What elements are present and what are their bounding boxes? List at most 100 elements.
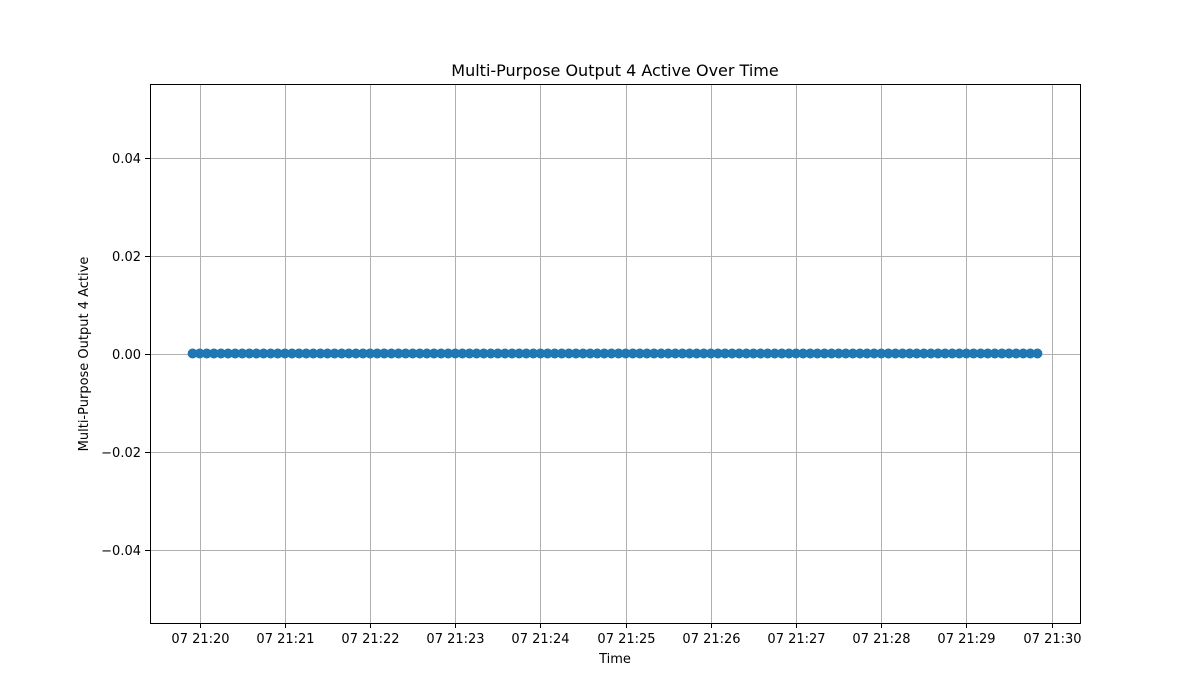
data-point (847, 348, 858, 359)
data-point (421, 348, 432, 359)
data-point (357, 348, 368, 359)
data-point (585, 348, 596, 359)
x-tick-label: 07 21:23 (426, 632, 484, 647)
data-point (514, 348, 525, 359)
data-point (918, 348, 929, 359)
x-tick-label: 07 21:20 (171, 632, 229, 647)
data-points (187, 348, 1043, 359)
data-point (698, 348, 709, 359)
data-point (492, 348, 503, 359)
data-point (641, 348, 652, 359)
data-point (670, 348, 681, 359)
data-point (776, 348, 787, 359)
plot-frame (150, 84, 1081, 624)
data-point (961, 348, 972, 359)
data-point (549, 348, 560, 359)
y-tick-label: −0.04 (101, 544, 141, 559)
data-point (606, 348, 617, 359)
data-point (1025, 348, 1036, 359)
data-point (499, 348, 510, 359)
data-point (897, 348, 908, 359)
data-point (187, 348, 198, 359)
data-point (570, 348, 581, 359)
data-point (343, 348, 354, 359)
data-point (279, 348, 290, 359)
data-point (365, 348, 376, 359)
data-point (407, 348, 418, 359)
x-tick-label: 07 21:30 (1023, 632, 1081, 647)
data-point (720, 348, 731, 359)
y-tick-label: 0.00 (112, 348, 141, 363)
data-point (656, 348, 667, 359)
data-point (954, 348, 965, 359)
data-point (251, 348, 262, 359)
data-point (890, 348, 901, 359)
data-point (1011, 348, 1022, 359)
data-point (933, 348, 944, 359)
data-point (230, 348, 241, 359)
data-point (613, 348, 624, 359)
data-point (869, 348, 880, 359)
data-point (819, 348, 830, 359)
data-point (826, 348, 837, 359)
data-point (691, 348, 702, 359)
data-point (372, 348, 383, 359)
data-point (521, 348, 532, 359)
data-point (783, 348, 794, 359)
data-point (315, 348, 326, 359)
data-point (663, 348, 674, 359)
data-point (684, 348, 695, 359)
data-point (833, 348, 844, 359)
data-point (436, 348, 447, 359)
y-tick-label: 0.04 (112, 152, 141, 167)
data-point (563, 348, 574, 359)
data-point (599, 348, 610, 359)
data-point (712, 348, 723, 359)
data-point (244, 348, 255, 359)
data-point (798, 348, 809, 359)
data-point (578, 348, 589, 359)
data-point (301, 348, 312, 359)
data-point (812, 348, 823, 359)
x-tick-label: 07 21:24 (511, 632, 569, 647)
data-point (322, 348, 333, 359)
data-point (911, 348, 922, 359)
data-point (996, 348, 1007, 359)
data-point (840, 348, 851, 359)
data-point (443, 348, 454, 359)
data-point (1018, 348, 1029, 359)
data-point (968, 348, 979, 359)
data-point (265, 348, 276, 359)
data-point (194, 348, 205, 359)
data-point (1032, 348, 1043, 359)
data-point (705, 348, 716, 359)
data-point (876, 348, 887, 359)
data-point (556, 348, 567, 359)
data-point (805, 348, 816, 359)
x-tick-label: 07 21:27 (767, 632, 825, 647)
data-point (741, 348, 752, 359)
data-point (286, 348, 297, 359)
data-point (507, 348, 518, 359)
data-point (450, 348, 461, 359)
data-point (400, 348, 411, 359)
data-point (535, 348, 546, 359)
data-point (237, 348, 248, 359)
data-point (464, 348, 475, 359)
data-point (634, 348, 645, 359)
data-point (215, 348, 226, 359)
data-point (542, 348, 553, 359)
data-point (528, 348, 539, 359)
data-point (791, 348, 802, 359)
data-point (727, 348, 738, 359)
data-point (883, 348, 894, 359)
data-point (308, 348, 319, 359)
data-point (386, 348, 397, 359)
data-point (762, 348, 773, 359)
data-point (862, 348, 873, 359)
data-point (940, 348, 951, 359)
data-point (925, 348, 936, 359)
data-point (755, 348, 766, 359)
data-point (329, 348, 340, 359)
data-point (748, 348, 759, 359)
